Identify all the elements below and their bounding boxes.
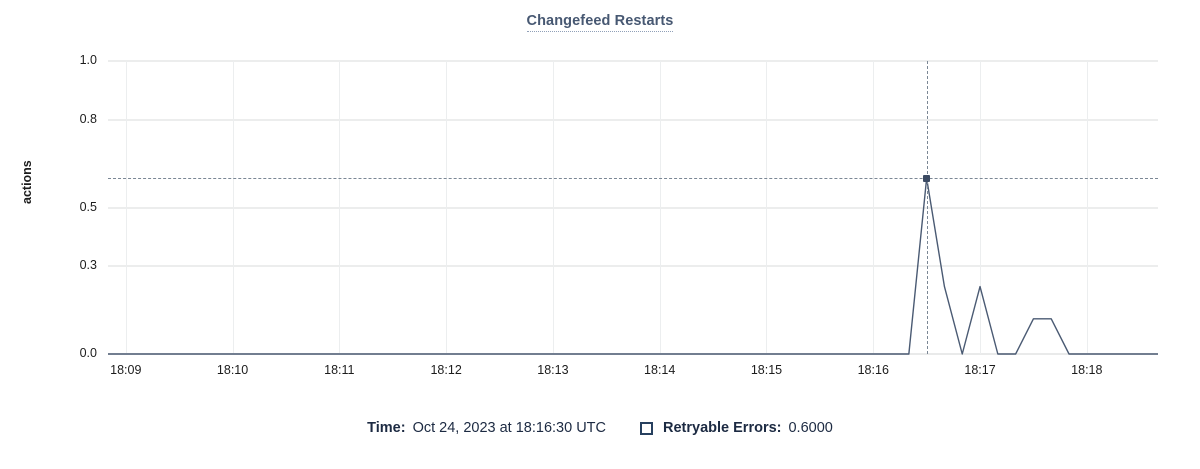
tooltip-time-label: Time:: [367, 420, 406, 436]
hover-data-point-marker[interactable]: [923, 174, 931, 182]
gridline-horizontal: [108, 60, 1158, 62]
tooltip-series-group[interactable]: Retryable Errors: 0.6000: [640, 420, 833, 436]
crosshair-vertical-line: [926, 61, 928, 354]
chart-tooltip-footer: Time: Oct 24, 2023 at 18:16:30 UTC Retry…: [0, 420, 1200, 436]
y-tick-label: 1.0: [79, 53, 97, 67]
gridline-vertical: [766, 61, 768, 354]
y-tick-label: 0.0: [79, 346, 97, 360]
chart-title-text: Changefeed Restarts: [526, 13, 674, 32]
x-tick-label: 18:12: [430, 363, 462, 377]
y-axis-label: actions: [20, 160, 34, 204]
x-tick-label: 18:16: [857, 363, 889, 377]
gridline-vertical: [659, 61, 661, 354]
crosshair-horizontal-line: [108, 178, 1158, 180]
x-tick-label: 18:09: [110, 363, 142, 377]
gridline-horizontal: [108, 206, 1158, 209]
y-tick-label: 0.8: [79, 111, 97, 126]
y-tick-label: 0.3: [79, 258, 97, 273]
gridline-vertical: [980, 61, 982, 354]
tooltip-time-value: Oct 24, 2023 at 18:16:30 UTC: [412, 420, 607, 436]
x-tick-label: 18:13: [537, 363, 569, 377]
gridline-vertical: [125, 61, 127, 354]
x-tick-label: 18:15: [750, 363, 783, 377]
y-tick-label: 0.5: [79, 199, 97, 214]
page-title: Changefeed Restarts: [0, 13, 1200, 32]
gridline-vertical: [339, 61, 341, 354]
gridline-vertical: [552, 61, 554, 354]
gridline-vertical: [232, 61, 234, 354]
plot-area[interactable]: 1.0 0.8 0.5 0.3 0.0 18:09 18:10 18:11 18:12 18:1…: [80, 53, 1158, 377]
gridline-horizontal: [108, 265, 1158, 268]
x-tick-label: 18:17: [964, 363, 996, 377]
checkbox-empty-icon[interactable]: [640, 421, 654, 435]
x-tick-label: 18:10: [216, 363, 249, 377]
gridline-vertical: [446, 61, 448, 354]
tooltip-time-group: Time: Oct 24, 2023 at 18:16:30 UTC: [367, 420, 606, 436]
x-tick-label: 18:14: [644, 363, 676, 377]
series-line-chart: [108, 177, 1158, 355]
gridline-vertical: [873, 61, 875, 354]
x-tick-label: 18:11: [324, 363, 355, 377]
tooltip-series-label: Retryable Errors:: [663, 420, 782, 436]
series-line-retryable-errors: [108, 177, 1158, 355]
gridline-horizontal: [108, 118, 1158, 121]
tooltip-series-value: 0.6000: [788, 420, 833, 436]
x-tick-label: 18:18: [1071, 363, 1103, 377]
gridline-vertical: [1086, 61, 1088, 354]
